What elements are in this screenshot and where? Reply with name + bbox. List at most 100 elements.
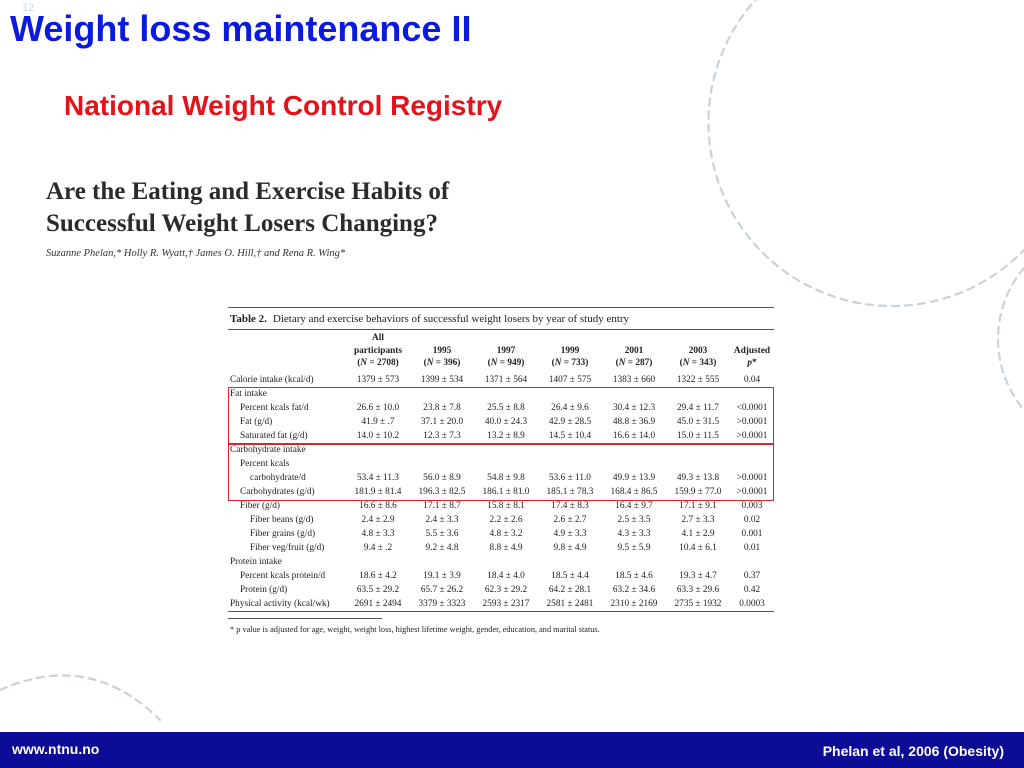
table-cell: 25.5 ± 8.8 xyxy=(487,402,525,413)
header-cell: All participants (N = 2708) xyxy=(346,330,410,373)
table-cell: 8.8 ± 4.9 xyxy=(489,542,523,553)
paper-title: Are the Eating and Exercise Habits of Su… xyxy=(46,176,606,240)
header-cell-line1 xyxy=(538,332,602,345)
table-cell: 19.3 ± 4.7 xyxy=(679,570,717,581)
header-cell-line2: 1995 xyxy=(432,345,452,356)
table-row: Carbohydrates (g/d) 181.9 ± 81.4 196.3 ± 8… xyxy=(228,485,774,499)
table-cell: 15.8 ± 8.1 xyxy=(487,500,525,511)
table-cell: 2735 ± 1932 xyxy=(674,598,722,609)
table-cell: 17.1 ± 9.1 xyxy=(679,500,717,511)
table-cell: 9.8 ± 4.9 xyxy=(553,542,587,553)
table-cell: 1399 ± 534 xyxy=(420,374,464,385)
table-cell: 40.0 ± 24.3 xyxy=(484,416,528,427)
table-cell: 0.37 xyxy=(743,570,761,581)
table-cell: 17.1 ± 8.7 xyxy=(423,500,461,511)
table-cell xyxy=(666,443,730,457)
row-label: Fat (g/d) xyxy=(240,416,273,427)
table-cell: 2691 ± 2494 xyxy=(354,598,402,609)
table-top-rule xyxy=(228,307,774,308)
table-cell xyxy=(410,457,474,471)
table-cell: 2.4 ± 2.9 xyxy=(361,514,395,525)
table-cell xyxy=(730,555,774,569)
row-label: Carbohydrate intake xyxy=(230,444,306,455)
footer-citation: Phelan et al, 2006 (Obesity) xyxy=(822,743,1004,759)
table-cell xyxy=(602,555,666,569)
table-cell: 17.4 ± 8.3 xyxy=(551,500,589,511)
table-cell: 1407 ± 575 xyxy=(548,374,592,385)
table-cell xyxy=(538,457,602,471)
table-cell: 54.8 ± 9.8 xyxy=(487,472,525,483)
table-cell: 1379 ± 573 xyxy=(356,374,400,385)
table-cell: 23.8 ± 7.8 xyxy=(423,402,461,413)
table-cell: 0.001 xyxy=(741,528,763,539)
table-body: Calorie intake (kcal/d) 1379 ± 573 1399 ± … xyxy=(228,373,774,611)
table-row: Fat intake xyxy=(228,387,774,401)
table-cell: >0.0001 xyxy=(736,416,768,427)
row-label: Fiber veg/fruit (g/d) xyxy=(250,542,325,553)
table-cell: 5.5 ± 3.6 xyxy=(425,528,459,539)
table-cell: >0.0001 xyxy=(736,430,768,441)
table-footnote: * p value is adjusted for age, weight, w… xyxy=(230,624,600,634)
header-cell-line1 xyxy=(666,332,730,345)
table-row: Fat (g/d) 41.9 ± .7 37.1 ± 20.0 40.0 ± 24.3… xyxy=(228,415,774,429)
header-cell-line1 xyxy=(410,332,474,345)
row-label: Saturated fat (g/d) xyxy=(240,430,308,441)
table-row: Saturated fat (g/d) 14.0 ± 10.2 12.3 ± 7.3… xyxy=(228,429,774,443)
table-cell: 49.3 ± 13.8 xyxy=(676,472,720,483)
table-cell xyxy=(538,443,602,457)
table-cell: 26.6 ± 10.0 xyxy=(356,402,400,413)
table-cell: 63.5 ± 29.2 xyxy=(356,584,400,595)
header-cell: Adjusted p* xyxy=(730,330,774,373)
row-label: carbohydrate/d xyxy=(250,472,306,483)
paper-title-line2: Successful Weight Losers Changing? xyxy=(46,210,438,237)
table-cell: 0.42 xyxy=(743,584,761,595)
table-cell: 2.5 ± 3.5 xyxy=(617,514,651,525)
slide-title: Weight loss maintenance II xyxy=(10,8,472,49)
table-cell: 0.0003 xyxy=(739,598,765,609)
table-cell: 12.3 ± 7.3 xyxy=(423,430,461,441)
header-cell-line3: (N = 733) xyxy=(551,358,589,368)
table-cell: 18.5 ± 4.6 xyxy=(615,570,653,581)
table-cell: <0.0001 xyxy=(736,402,768,413)
header-cell-line1 xyxy=(730,332,774,345)
table-cell xyxy=(474,443,538,457)
table-cell xyxy=(474,387,538,401)
table-cell: 168.4 ± 86.5 xyxy=(610,486,658,497)
row-label: Calorie intake (kcal/d) xyxy=(230,374,314,385)
table-cell: 37.1 ± 20.0 xyxy=(420,416,464,427)
table-cell: 63.2 ± 34.6 xyxy=(612,584,656,595)
row-label: Percent kcals xyxy=(240,458,290,469)
table-cell: 49.9 ± 13.9 xyxy=(612,472,656,483)
header-cell: 2003 (N = 343) xyxy=(666,330,730,373)
header-cell-label xyxy=(228,330,346,373)
table-cell: 159.9 ± 77.0 xyxy=(674,486,722,497)
dashed-arc-right xyxy=(996,266,1024,412)
slide-subtitle: National Weight Control Registry xyxy=(64,90,503,121)
table-cell xyxy=(346,457,410,471)
row-label: Fiber beans (g/d) xyxy=(250,514,314,525)
table-cell: 64.2 ± 28.1 xyxy=(548,584,592,595)
table-row: Percent kcals xyxy=(228,457,774,471)
table-row: Fiber beans (g/d) 2.4 ± 2.9 2.4 ± 3.3 2.2 ±… xyxy=(228,513,774,527)
table-cell: 56.0 ± 8.9 xyxy=(423,472,461,483)
table-cell xyxy=(346,555,410,569)
table-cell: 19.1 ± 3.9 xyxy=(423,570,461,581)
table-cell: 9.5 ± 5.9 xyxy=(617,542,651,553)
table-cell: 14.5 ± 10.4 xyxy=(548,430,592,441)
table-row: Protein (g/d) 63.5 ± 29.2 65.7 ± 26.2 62.3 … xyxy=(228,583,774,597)
table-cell: 2.6 ± 2.7 xyxy=(553,514,587,525)
table-cell: 53.6 ± 11.0 xyxy=(549,472,591,483)
table-cell: 10.4 ± 6.1 xyxy=(679,542,717,553)
table-cell xyxy=(666,555,730,569)
table-cell: 14.0 ± 10.2 xyxy=(356,430,400,441)
table-cell xyxy=(730,387,774,401)
header-cell-line1 xyxy=(474,332,538,345)
table-row: Fiber grains (g/d) 4.8 ± 3.3 5.5 ± 3.6 4.8 … xyxy=(228,527,774,541)
table-cell: 4.9 ± 3.3 xyxy=(553,528,587,539)
table-cell: 63.3 ± 29.6 xyxy=(676,584,720,595)
table-cell: 181.9 ± 81.4 xyxy=(354,486,402,497)
header-cell-line3: p* xyxy=(747,358,757,368)
table-row: Percent kcals fat/d 26.6 ± 10.0 23.8 ± 7.8… xyxy=(228,401,774,415)
table-cell: 186.1 ± 81.0 xyxy=(482,486,530,497)
dietary-behaviors-table: All participants (N = 2708) 1995 (N = 396) … xyxy=(228,330,774,611)
